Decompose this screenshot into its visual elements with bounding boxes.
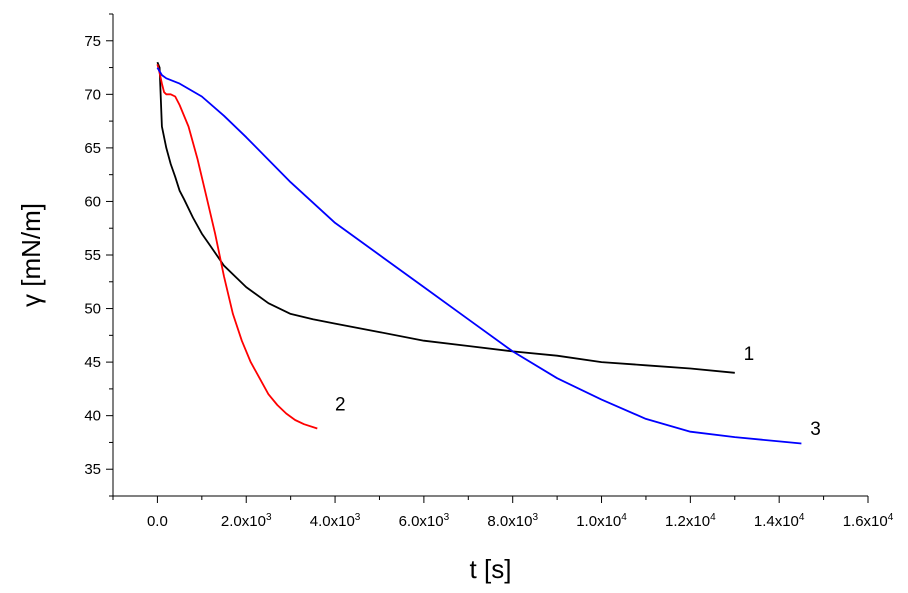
y-tick-label: 40	[84, 408, 101, 425]
x-tick-label: 0.0	[147, 513, 168, 530]
labels: 1 2 3	[335, 344, 821, 440]
x-tick-label: 1.2x104	[665, 512, 716, 530]
curve-1	[156, 61, 735, 374]
curve-3	[156, 67, 802, 445]
x-tick-label: 8.0x103	[487, 512, 538, 530]
x-tick-label: 1.4x104	[754, 512, 805, 530]
x-tick-label: 6.0x103	[399, 512, 450, 530]
curve-label-2: 2	[335, 394, 346, 415]
curve-label-3: 3	[810, 419, 821, 440]
y-tick-label: 35	[84, 461, 101, 478]
x-axis-title: t [s]	[470, 554, 512, 584]
curve-label-1: 1	[744, 344, 755, 365]
curves	[156, 61, 802, 445]
x-tick-label: 4.0x103	[310, 512, 361, 530]
x-tick-label: 2.0x103	[221, 512, 272, 530]
y-tick-label: 70	[84, 86, 101, 103]
y-tick-label: 75	[84, 33, 101, 50]
x-tick-label: 1.0x104	[576, 512, 627, 530]
y-tick-label: 65	[84, 140, 101, 157]
y-tick-label: 60	[84, 193, 101, 210]
y-tick-label: 55	[84, 247, 101, 264]
y-axis-title: γ [mN/m]	[16, 203, 46, 307]
y-tick-label: 50	[84, 301, 101, 318]
axes: 0.0 2.0x103 4.0x103 6.0x103 8.0x103 1.0x104 1.…	[84, 13, 894, 530]
curve-2	[156, 64, 318, 430]
x-tick-label: 1.6x104	[843, 512, 894, 530]
y-tick-label: 45	[84, 354, 101, 371]
